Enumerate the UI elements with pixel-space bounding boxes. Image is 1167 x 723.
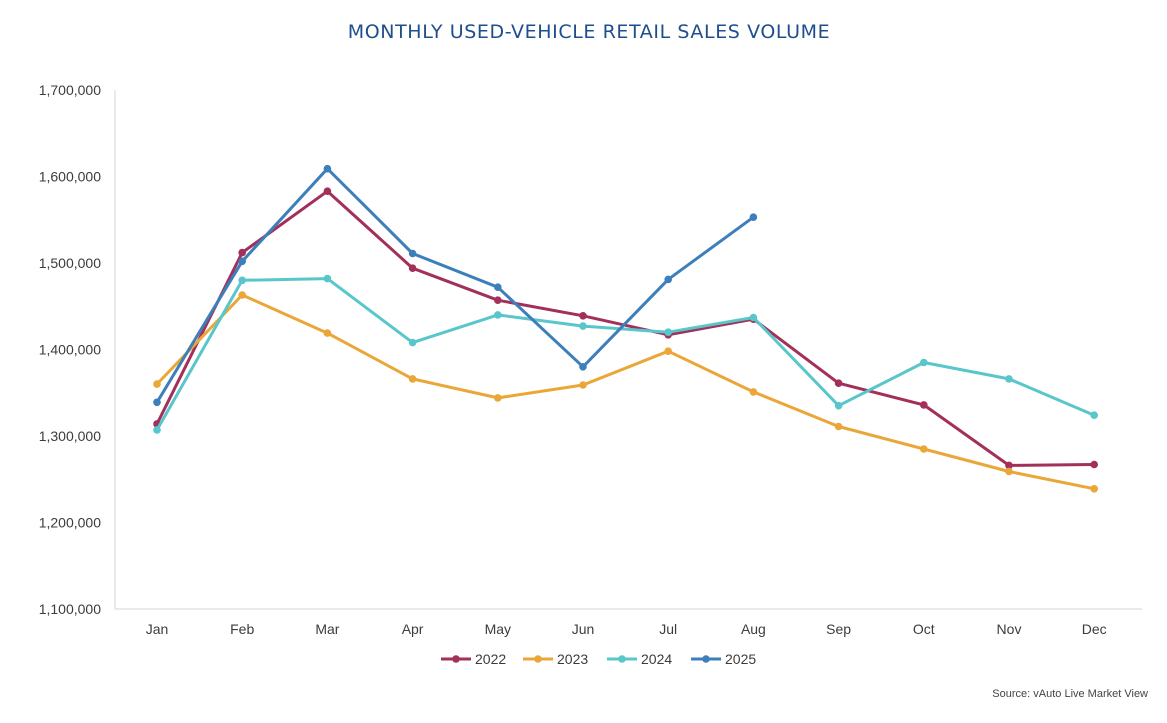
series-layer <box>153 164 1098 493</box>
data-point <box>1090 485 1098 493</box>
data-point <box>1090 460 1098 469</box>
data-point <box>920 445 928 453</box>
legend-label: 2023 <box>557 651 588 667</box>
data-point <box>238 248 246 257</box>
data-point <box>238 257 246 266</box>
data-point <box>323 164 332 173</box>
data-point <box>749 313 758 322</box>
data-point <box>579 363 587 371</box>
source-note: Source: vAuto Live Market View <box>992 688 1148 700</box>
data-point <box>408 375 417 383</box>
x-tick-label: Dec <box>1082 621 1107 637</box>
data-point <box>579 322 587 330</box>
data-point <box>408 249 417 258</box>
series-2025 <box>153 164 758 407</box>
x-tick-label: Sep <box>826 621 851 637</box>
legend-item-2022: 2022 <box>441 651 506 667</box>
data-point <box>494 296 502 305</box>
data-point <box>408 338 417 347</box>
y-tick-label: 1,100,000 <box>39 601 101 617</box>
data-point <box>1090 411 1098 420</box>
legend-item-2023: 2023 <box>523 651 588 667</box>
data-point <box>834 422 843 431</box>
data-point <box>1005 375 1013 383</box>
x-tick-label: Jul <box>659 621 677 637</box>
data-point <box>494 394 502 402</box>
data-point <box>664 347 672 356</box>
data-point <box>323 274 332 283</box>
data-point <box>153 380 161 388</box>
series-2024 <box>153 274 1098 434</box>
data-point <box>1005 461 1013 470</box>
data-point <box>749 213 758 221</box>
y-tick-label: 1,300,000 <box>39 428 101 444</box>
x-tick-label: Apr <box>402 621 424 637</box>
data-point <box>834 379 843 388</box>
x-tick-label: Mar <box>315 621 339 637</box>
data-point <box>238 276 246 285</box>
data-point <box>664 275 672 284</box>
data-point <box>494 283 502 292</box>
y-tick-label: 1,700,000 <box>39 82 101 98</box>
x-tick-label: May <box>485 621 511 637</box>
series-line-2024 <box>155 277 1096 432</box>
legend-item-2024: 2024 <box>607 651 672 667</box>
legend-marker <box>702 655 710 663</box>
data-point <box>494 311 502 319</box>
y-tick-label: 1,600,000 <box>39 169 101 185</box>
series-2023 <box>153 291 1098 493</box>
legend-marker <box>534 655 542 663</box>
y-axis-ticks: 1,100,000 1,200,000 1,300,000 1,400,000 1,50… <box>39 82 101 617</box>
data-point <box>749 388 758 396</box>
legend-label: 2025 <box>725 651 756 667</box>
series-line-2023 <box>155 293 1096 491</box>
data-point <box>238 291 246 299</box>
y-tick-label: 1,400,000 <box>39 342 101 358</box>
x-tick-label: Oct <box>913 621 935 637</box>
legend-label: 2022 <box>475 651 506 667</box>
x-tick-label: Feb <box>230 621 254 637</box>
chart-title: MONTHLY USED-VEHICLE RETAIL SALES VOLUME <box>348 21 831 43</box>
series-line-2022 <box>155 189 1096 467</box>
data-point <box>323 329 332 337</box>
data-point <box>920 401 928 409</box>
data-point <box>920 358 928 367</box>
x-tick-label: Jan <box>146 621 169 637</box>
y-tick-label: 1,500,000 <box>39 255 101 271</box>
legend-item-2025: 2025 <box>691 651 756 667</box>
x-tick-label: Jun <box>572 621 595 637</box>
legend-marker <box>618 655 626 663</box>
data-point <box>579 381 587 389</box>
series-line-2025 <box>155 167 755 404</box>
y-tick-label: 1,200,000 <box>39 515 101 531</box>
legend-label: 2024 <box>641 651 672 667</box>
data-point <box>1005 467 1013 476</box>
data-point <box>153 398 161 407</box>
data-point <box>408 264 417 273</box>
data-point <box>579 312 587 320</box>
axes <box>114 90 1142 610</box>
x-tick-label: Aug <box>741 621 766 637</box>
x-tick-label: Nov <box>997 621 1022 637</box>
data-point <box>153 426 161 434</box>
data-point <box>323 187 332 195</box>
data-point <box>664 328 672 337</box>
legend: 2022 2023 2024 2025 <box>441 651 756 667</box>
legend-marker <box>452 655 460 663</box>
data-point <box>834 401 843 410</box>
x-axis-ticks: Jan Feb Mar Apr May Jun Jul Aug Sep Oct Nov Dec <box>146 621 1107 637</box>
